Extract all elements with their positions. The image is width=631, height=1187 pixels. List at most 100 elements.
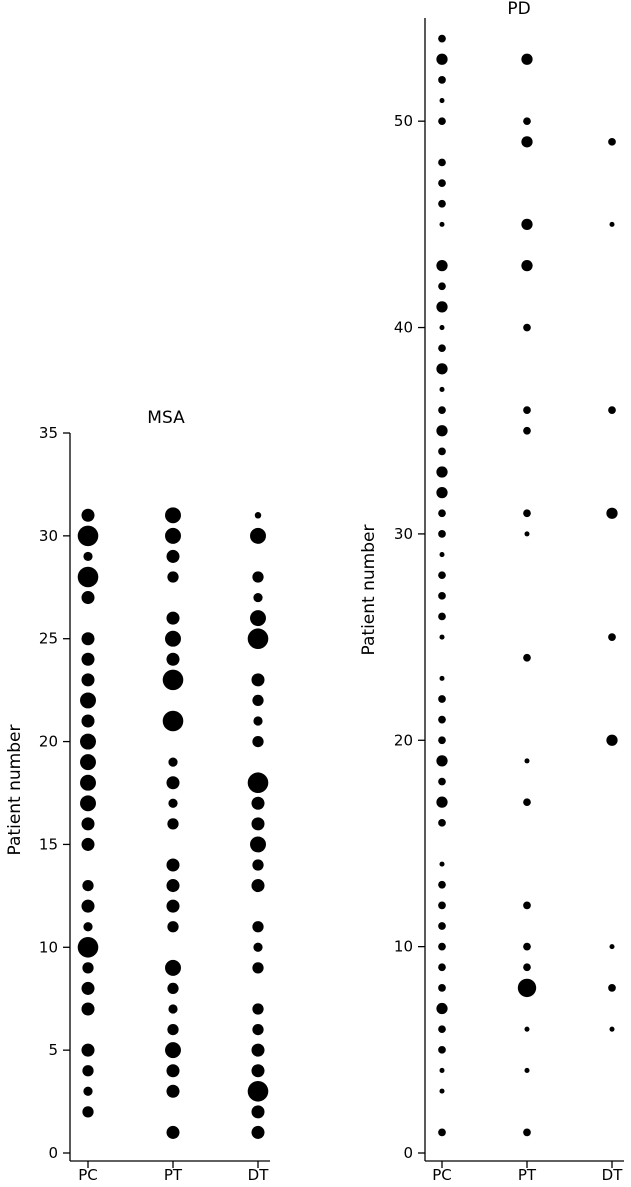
msa-point-pc-7: [81, 1002, 95, 1016]
pd-point-pc-27: [438, 591, 446, 600]
msa-point-pt-24: [166, 652, 180, 666]
msa-point-pc-20: [80, 733, 96, 750]
msa-point-dt-1: [251, 1125, 265, 1139]
pd-x-tick-label-pc: PC: [432, 1166, 452, 1184]
msa-point-pc-22: [80, 692, 96, 709]
msa-point-pc-4: [82, 1065, 94, 1077]
msa-point-pc-15: [81, 837, 95, 851]
msa-point-pc-16: [81, 817, 95, 831]
pd-point-pc-17: [436, 796, 448, 808]
pd-point-pc-16: [438, 818, 446, 827]
pd-point-dt-45: [609, 221, 615, 227]
pd-point-pc-9: [438, 963, 446, 972]
pd-point-pc-28: [438, 571, 446, 580]
pd-point-pc-35: [436, 425, 448, 437]
msa-point-pt-21: [162, 710, 184, 732]
msa-point-dt-21: [253, 716, 263, 726]
pd-point-pc-19: [436, 755, 448, 767]
pd-point-dt-6: [609, 1026, 615, 1032]
msa-point-pt-1: [166, 1125, 180, 1139]
pd-point-pc-48: [438, 158, 446, 167]
pd-point-pc-18: [438, 777, 446, 786]
pd-y-tick-label: 40: [394, 319, 413, 337]
msa-y-tick-label: 25: [39, 630, 58, 648]
pd-point-pc-12: [438, 901, 446, 910]
msa-point-pt-25: [165, 630, 181, 647]
msa-point-pc-10: [77, 936, 99, 958]
msa-point-pc-5: [81, 1043, 95, 1057]
msa-y-tick-label: 35: [39, 424, 58, 442]
msa-point-pc-13: [82, 879, 94, 892]
pd-point-pc-43: [436, 260, 448, 272]
pd-point-pt-12: [523, 901, 531, 910]
msa-point-pt-28: [167, 571, 179, 583]
pd-point-pt-45: [521, 218, 533, 230]
pd-point-pc-45: [439, 221, 445, 227]
msa-x-tick-label-pc: PC: [78, 1166, 98, 1184]
msa-y-tick-label: 10: [39, 938, 58, 956]
pd-point-dt-20: [606, 734, 618, 746]
msa-point-dt-6: [252, 1023, 264, 1036]
msa-point-pt-31: [165, 507, 181, 524]
msa-point-pc-2: [82, 1106, 94, 1118]
msa-point-pc-24: [81, 652, 95, 666]
msa-point-dt-11: [252, 921, 264, 933]
msa-point-pc-8: [81, 981, 95, 995]
msa-point-pt-17: [168, 798, 178, 808]
pd-point-pc-21: [438, 715, 446, 724]
msa-y-tick-label: 15: [39, 835, 58, 853]
msa-point-dt-27: [253, 592, 263, 603]
pd-y-tick-label: 30: [394, 525, 413, 543]
pd-point-pc-26: [438, 612, 446, 621]
pd-point-pt-1: [523, 1128, 531, 1137]
msa-point-pc-11: [83, 922, 93, 932]
msa-point-dt-17: [251, 796, 265, 810]
pd-point-pc-51: [439, 98, 445, 104]
msa-point-dt-9: [252, 962, 264, 974]
msa-point-pt-26: [166, 611, 180, 625]
pd-point-pc-20: [438, 736, 446, 745]
pd-point-pc-22: [438, 695, 446, 703]
msa-point-dt-30: [250, 527, 266, 544]
msa-x-tick-label-dt: DT: [248, 1166, 270, 1184]
msa-point-pt-6: [167, 1023, 179, 1036]
msa-y-axis-title: Patient number: [5, 725, 25, 856]
msa-y-tick-label: 0: [48, 1144, 58, 1162]
pd-point-pc-11: [438, 922, 446, 930]
pd-y-tick-label: 10: [394, 938, 413, 956]
msa-point-dt-25: [247, 628, 269, 650]
msa-point-dt-4: [251, 1064, 265, 1078]
pd-point-pt-17: [523, 798, 531, 807]
pd-point-pc-14: [439, 861, 445, 867]
pd-point-pc-5: [438, 1045, 446, 1054]
msa-point-pt-12: [166, 899, 180, 913]
pd-point-pt-50: [523, 117, 531, 126]
pd-point-pc-37: [439, 386, 445, 392]
pd-point-pc-34: [438, 447, 446, 456]
msa-point-pt-23: [162, 669, 184, 691]
msa-point-pt-18: [166, 776, 180, 790]
pd-point-pc-30: [438, 530, 446, 538]
pd-point-pc-52: [438, 76, 446, 84]
msa-point-pt-9: [165, 959, 181, 976]
pd-point-pc-46: [438, 199, 446, 208]
pd-point-pc-10: [438, 942, 446, 951]
msa-point-pt-29: [166, 549, 180, 563]
pd-point-dt-8: [608, 984, 616, 992]
pd-point-pt-49: [521, 136, 533, 148]
pd-point-pc-36: [438, 406, 446, 414]
pd-panel: 0 10 20 30 40 50 PC PT DT PD Patient number: [359, 0, 624, 1184]
pd-point-pt-10: [523, 942, 531, 951]
msa-x-tick-label-pt: PT: [164, 1166, 183, 1184]
msa-point-pt-3: [166, 1084, 180, 1098]
msa-point-dt-16: [251, 817, 265, 831]
msa-point-pc-27: [81, 591, 95, 605]
msa-point-dt-28: [252, 571, 264, 583]
msa-point-dt-22: [252, 694, 264, 707]
msa-point-pt-30: [165, 527, 181, 544]
msa-y-tick-label: 20: [39, 733, 58, 751]
pd-point-pt-31: [523, 509, 531, 518]
msa-point-pc-18: [80, 774, 96, 791]
pd-point-dt-25: [608, 633, 616, 641]
